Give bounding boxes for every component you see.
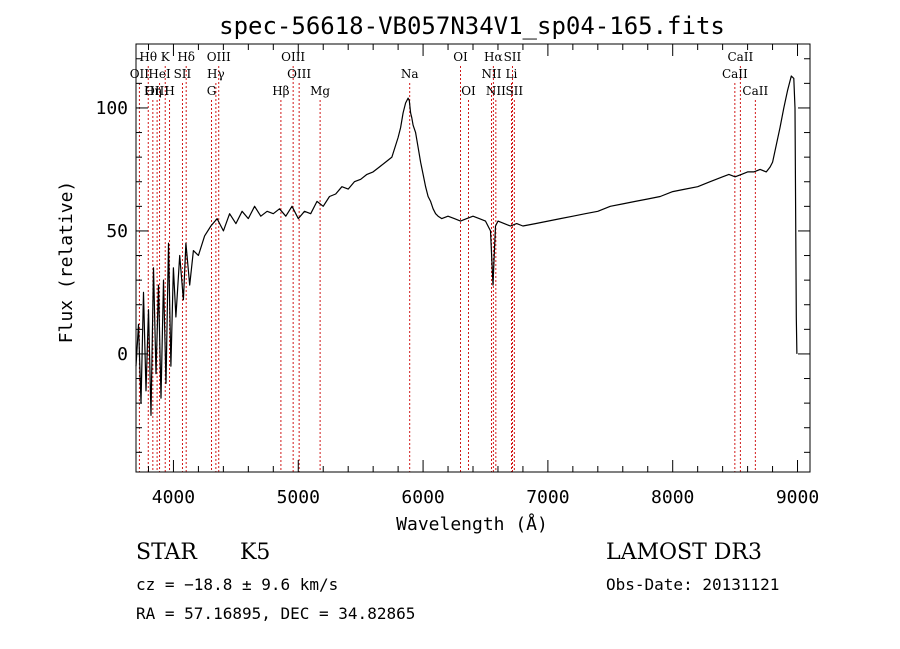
line-label-2: OIII [145, 84, 169, 98]
line-label-23: Li [506, 67, 518, 81]
line-label-20: NII [481, 67, 501, 81]
y-tick-label: 100 [95, 98, 128, 119]
y-axis-label: Flux (relative) [56, 181, 77, 344]
chart-title: spec-56618-VB057N34V1_sp04-165.fits [219, 12, 725, 40]
object-subclass: K5 [240, 540, 271, 565]
line-label-22: SII [504, 50, 522, 64]
spectrum-series-line [135, 75, 798, 416]
line-label-13: OIII [287, 67, 311, 81]
line-label-10: Hγ [207, 67, 225, 81]
line-label-0: Hθ [139, 50, 157, 64]
object-class: STAR [136, 540, 197, 565]
line-label-11: G [207, 84, 217, 98]
y-tick-label: 0 [117, 344, 128, 365]
x-tick-label: 4000 [152, 487, 195, 508]
line-label-8: SII [174, 67, 192, 81]
y-tick-label: 50 [106, 221, 128, 242]
plot-frame [135, 43, 811, 473]
spectrum-plot: spec-56618-VB057N34V1_sp04-165.fits Hθ OI… [56, 12, 819, 535]
x-tick-label: 8000 [651, 487, 694, 508]
survey-name: LAMOST DR3 [606, 540, 762, 565]
line-label-21: NII [486, 84, 506, 98]
line-label-19: Hα [484, 50, 503, 64]
line-label-12: OIII [281, 50, 305, 64]
x-tick-label: 9000 [776, 487, 819, 508]
line-label-16: Na [401, 67, 419, 81]
x-axis-label: Wavelength (Å) [396, 513, 548, 535]
line-label-5: HeI [148, 67, 171, 81]
line-label-25: CaII [727, 50, 753, 64]
line-label-4: H [164, 84, 174, 98]
line-label-18: OI [461, 84, 476, 98]
line-label-6: Hη [144, 84, 162, 98]
spectral-line-markers: Hθ OII OIII K H HeI Hη Hδ SII OIII Hγ G OIII OIII Hβ Mg… [130, 50, 768, 472]
x-tick-label: 6000 [401, 487, 444, 508]
line-label-26: CaII [722, 67, 748, 81]
line-label-24: SII [505, 84, 523, 98]
axis-ticks: 4000 5000 6000 7000 8000 9000 0 50 100 [95, 44, 819, 508]
line-label-14: Hβ [272, 84, 289, 98]
line-label-17: OI [453, 50, 468, 64]
line-label-3: K [161, 50, 171, 64]
redshift-cz: cz = −18.8 ± 9.6 km/s [136, 575, 339, 594]
x-tick-label: 5000 [277, 487, 320, 508]
line-label-9: OIII [207, 50, 231, 64]
obs-date: Obs-Date: 20131121 [606, 575, 780, 594]
ra-dec: RA = 57.16895, DEC = 34.82865 [136, 604, 416, 623]
line-label-7: Hδ [177, 50, 195, 64]
line-label-1: OII [130, 67, 150, 81]
line-label-27: CaII [742, 84, 768, 98]
x-tick-label: 7000 [526, 487, 569, 508]
line-label-15: Mg [310, 84, 330, 98]
